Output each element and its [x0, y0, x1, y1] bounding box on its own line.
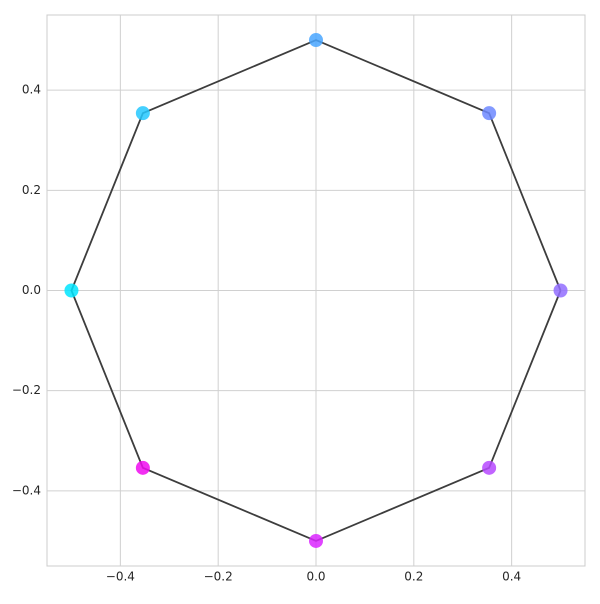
y-tick-label: −0.2 [12, 383, 41, 397]
x-tick-label: 0.2 [404, 570, 423, 584]
y-tick-label: 0.2 [22, 183, 41, 197]
point [482, 460, 497, 475]
y-tick-label: 0.0 [22, 283, 41, 297]
point [553, 283, 568, 298]
x-tick-label: −0.4 [106, 570, 135, 584]
point [64, 283, 79, 298]
x-tick-label: −0.2 [204, 570, 233, 584]
y-tick-label: 0.4 [22, 83, 41, 97]
point [135, 106, 150, 121]
point [482, 106, 497, 121]
y-tick-label: −0.4 [12, 483, 41, 497]
point [309, 533, 323, 548]
x-tick-label: 0.0 [306, 570, 325, 584]
x-tick-label: 0.4 [502, 570, 521, 584]
point [135, 460, 150, 475]
point [309, 33, 323, 48]
